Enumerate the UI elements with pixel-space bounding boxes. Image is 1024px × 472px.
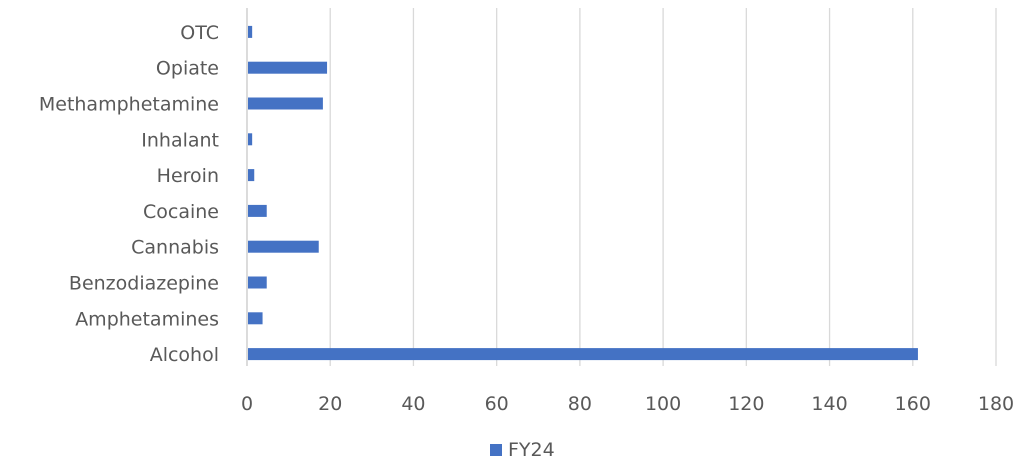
category-label: Inhalant	[141, 129, 219, 151]
legend-label: FY24	[508, 439, 555, 461]
x-tick-label: 140	[811, 393, 847, 415]
bar-cannabis	[248, 240, 319, 253]
x-tick-label: 80	[568, 393, 592, 415]
bar-inhalant	[248, 133, 253, 146]
bars	[248, 25, 918, 361]
x-tick-label: 100	[645, 393, 681, 415]
legend: FY24	[490, 439, 555, 461]
category-label: Opiate	[156, 58, 219, 80]
bar-opiate	[248, 61, 328, 74]
bar-methamphetamine	[248, 97, 323, 110]
bar-amphetamines	[248, 312, 263, 325]
category-label: Heroin	[157, 165, 219, 187]
bar-cocaine	[248, 204, 267, 217]
bar-heroin	[248, 169, 255, 182]
category-label: Benzodiazepine	[69, 273, 219, 295]
category-label: Cannabis	[131, 237, 219, 259]
x-tick-labels: 0 20 40 60 80 100 120 140 160 180	[241, 393, 1014, 415]
category-label: OTC	[180, 22, 219, 44]
legend-swatch	[490, 444, 502, 456]
bar-alcohol	[248, 348, 918, 361]
bar-benzodiazepine	[248, 276, 267, 289]
category-label: Amphetamines	[75, 308, 219, 330]
x-tick-label: 0	[241, 393, 253, 415]
category-label: Alcohol	[150, 344, 219, 366]
category-labels: OTC Opiate Methamphetamine Inhalant Heroin Co…	[39, 22, 219, 366]
gridlines	[329, 8, 997, 366]
x-tick-label: 40	[401, 393, 425, 415]
bar-otc	[248, 25, 253, 38]
category-label: Methamphetamine	[39, 94, 219, 116]
x-tick-label: 120	[728, 393, 764, 415]
x-tick-label: 180	[978, 393, 1014, 415]
category-label: Cocaine	[143, 201, 219, 223]
x-tick-label: 160	[895, 393, 931, 415]
x-tick-label: 20	[318, 393, 342, 415]
x-tick-label: 60	[485, 393, 509, 415]
